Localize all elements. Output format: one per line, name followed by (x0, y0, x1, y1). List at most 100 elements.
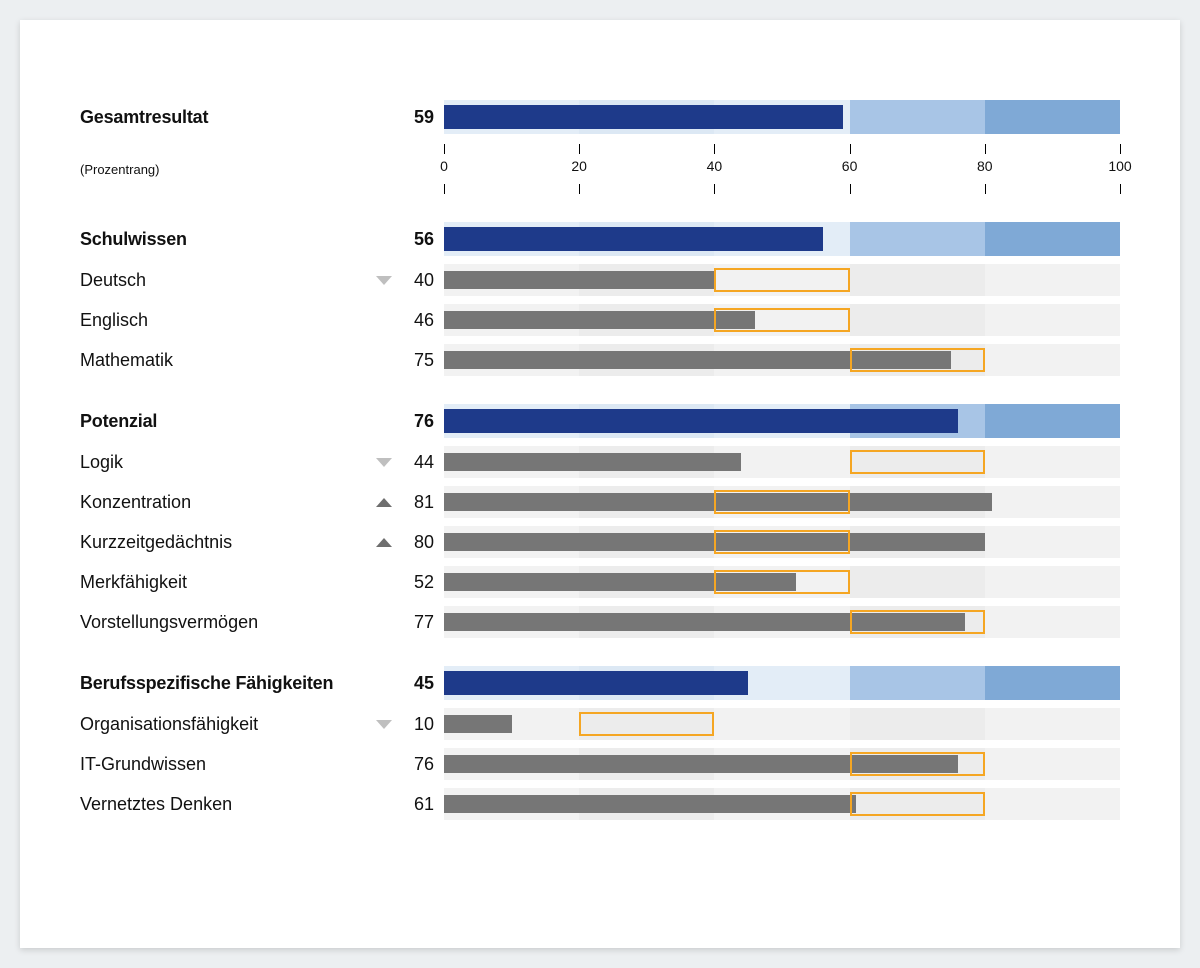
item-value: 40 (414, 270, 434, 290)
axis-tick-label: 0 (440, 158, 448, 174)
target-range-box (579, 712, 714, 736)
scale-band (985, 344, 1120, 376)
target-range-box (850, 610, 985, 634)
trend-down-icon (376, 720, 392, 729)
item-label: IT-Grundwissen (80, 754, 206, 775)
category-bar (444, 227, 823, 251)
item-label: Kurzzeitgedächtnis (80, 532, 232, 553)
item-row: Vorstellungsvermögen 77 (80, 606, 1120, 638)
target-range-box (714, 570, 849, 594)
item-label: Englisch (80, 310, 148, 331)
scale-band (985, 788, 1120, 820)
target-range-box (714, 308, 849, 332)
item-value: 77 (414, 612, 434, 632)
item-value: 44 (414, 452, 434, 472)
scale-band (985, 304, 1120, 336)
item-row: Organisationsfähigkeit10 (80, 708, 1120, 740)
item-value: 80 (414, 532, 434, 552)
item-label: Merkfähigkeit (80, 572, 187, 593)
item-bar (444, 271, 714, 289)
scale-band (985, 404, 1120, 438)
axis-tick (1120, 184, 1121, 194)
category-value: 59 (414, 107, 434, 127)
scale-band (985, 100, 1120, 134)
axis-label: (Prozentrang) (80, 162, 159, 177)
item-row: Kurzzeitgedächtnis 80 (80, 526, 1120, 558)
item-bar (444, 715, 512, 733)
item-value: 75 (414, 350, 434, 370)
scale-band (850, 100, 985, 134)
category-value: 56 (414, 229, 434, 249)
axis-tick-label: 40 (707, 158, 723, 174)
axis-row: (Prozentrang)020406080100 (80, 144, 1120, 194)
target-range-box (714, 530, 849, 554)
scale-band (985, 606, 1120, 638)
target-range-box (714, 268, 849, 292)
axis-tick (444, 144, 445, 154)
item-value: 52 (414, 572, 434, 592)
item-label: Deutsch (80, 270, 146, 291)
item-label: Logik (80, 452, 123, 473)
item-row: Logik 44 (80, 446, 1120, 478)
category-label: Berufsspezifische Fähigkeiten (80, 673, 333, 694)
axis-tick (850, 144, 851, 154)
item-value: 81 (414, 492, 434, 512)
axis-tick-label: 100 (1108, 158, 1131, 174)
chart-area: Gesamtresultat 59 (Prozentrang) 0 20 40 60 80 10… (80, 100, 1120, 820)
axis-tick (579, 184, 580, 194)
scale-band (985, 526, 1120, 558)
target-range-box (714, 490, 849, 514)
axis-tick-label: 20 (571, 158, 587, 174)
axis-tick (985, 144, 986, 154)
axis-tick (985, 184, 986, 194)
axis-tick-label: 80 (977, 158, 993, 174)
axis-tick-label: 60 (842, 158, 858, 174)
item-row: Mathematik 75 (80, 344, 1120, 376)
target-range-box (850, 348, 985, 372)
scale-band (985, 666, 1120, 700)
axis-tick (714, 144, 715, 154)
item-value: 76 (414, 754, 434, 774)
category-row: Potenzial 76 (80, 404, 1120, 438)
scale-band (850, 666, 985, 700)
axis-tick (579, 144, 580, 154)
scale-band (985, 486, 1120, 518)
category-row: Berufsspezifische Fähigkeiten 45 (80, 666, 1120, 700)
axis-tick (1120, 144, 1121, 154)
item-row: Merkfähigkeit 52 (80, 566, 1120, 598)
category-row: Gesamtresultat 59 (80, 100, 1120, 134)
category-value: 45 (414, 673, 434, 693)
scale-band (985, 566, 1120, 598)
item-label: Vorstellungsvermögen (80, 612, 258, 633)
axis-tick (850, 184, 851, 194)
item-bar (444, 795, 856, 813)
item-label: Mathematik (80, 350, 173, 371)
category-value: 76 (414, 411, 434, 431)
scale-band (850, 708, 985, 740)
item-bar (444, 311, 755, 329)
target-range-box (850, 752, 985, 776)
item-row: IT-Grundwissen 76 (80, 748, 1120, 780)
axis-tick (714, 184, 715, 194)
trend-up-icon (376, 498, 392, 507)
item-value: 61 (414, 794, 434, 814)
category-label: Potenzial (80, 411, 157, 432)
item-row: Konzentration 81 (80, 486, 1120, 518)
scale-band (850, 222, 985, 256)
target-range-box (850, 792, 985, 816)
item-row: Vernetztes Denken 61 (80, 788, 1120, 820)
category-row: Schulwissen56 (80, 222, 1120, 256)
axis-tick (444, 184, 445, 194)
item-label: Vernetztes Denken (80, 794, 232, 815)
item-label: Konzentration (80, 492, 191, 513)
target-range-box (850, 450, 985, 474)
category-bar (444, 671, 748, 695)
scale-band (985, 264, 1120, 296)
category-label: Gesamtresultat (80, 107, 208, 128)
category-bar (444, 105, 843, 129)
item-value: 10 (414, 714, 434, 734)
item-bar (444, 453, 741, 471)
scale-band (850, 304, 985, 336)
scale-band (714, 708, 849, 740)
report-paper: Gesamtresultat 59 (Prozentrang) 0 20 40 60 80 10… (20, 20, 1180, 948)
